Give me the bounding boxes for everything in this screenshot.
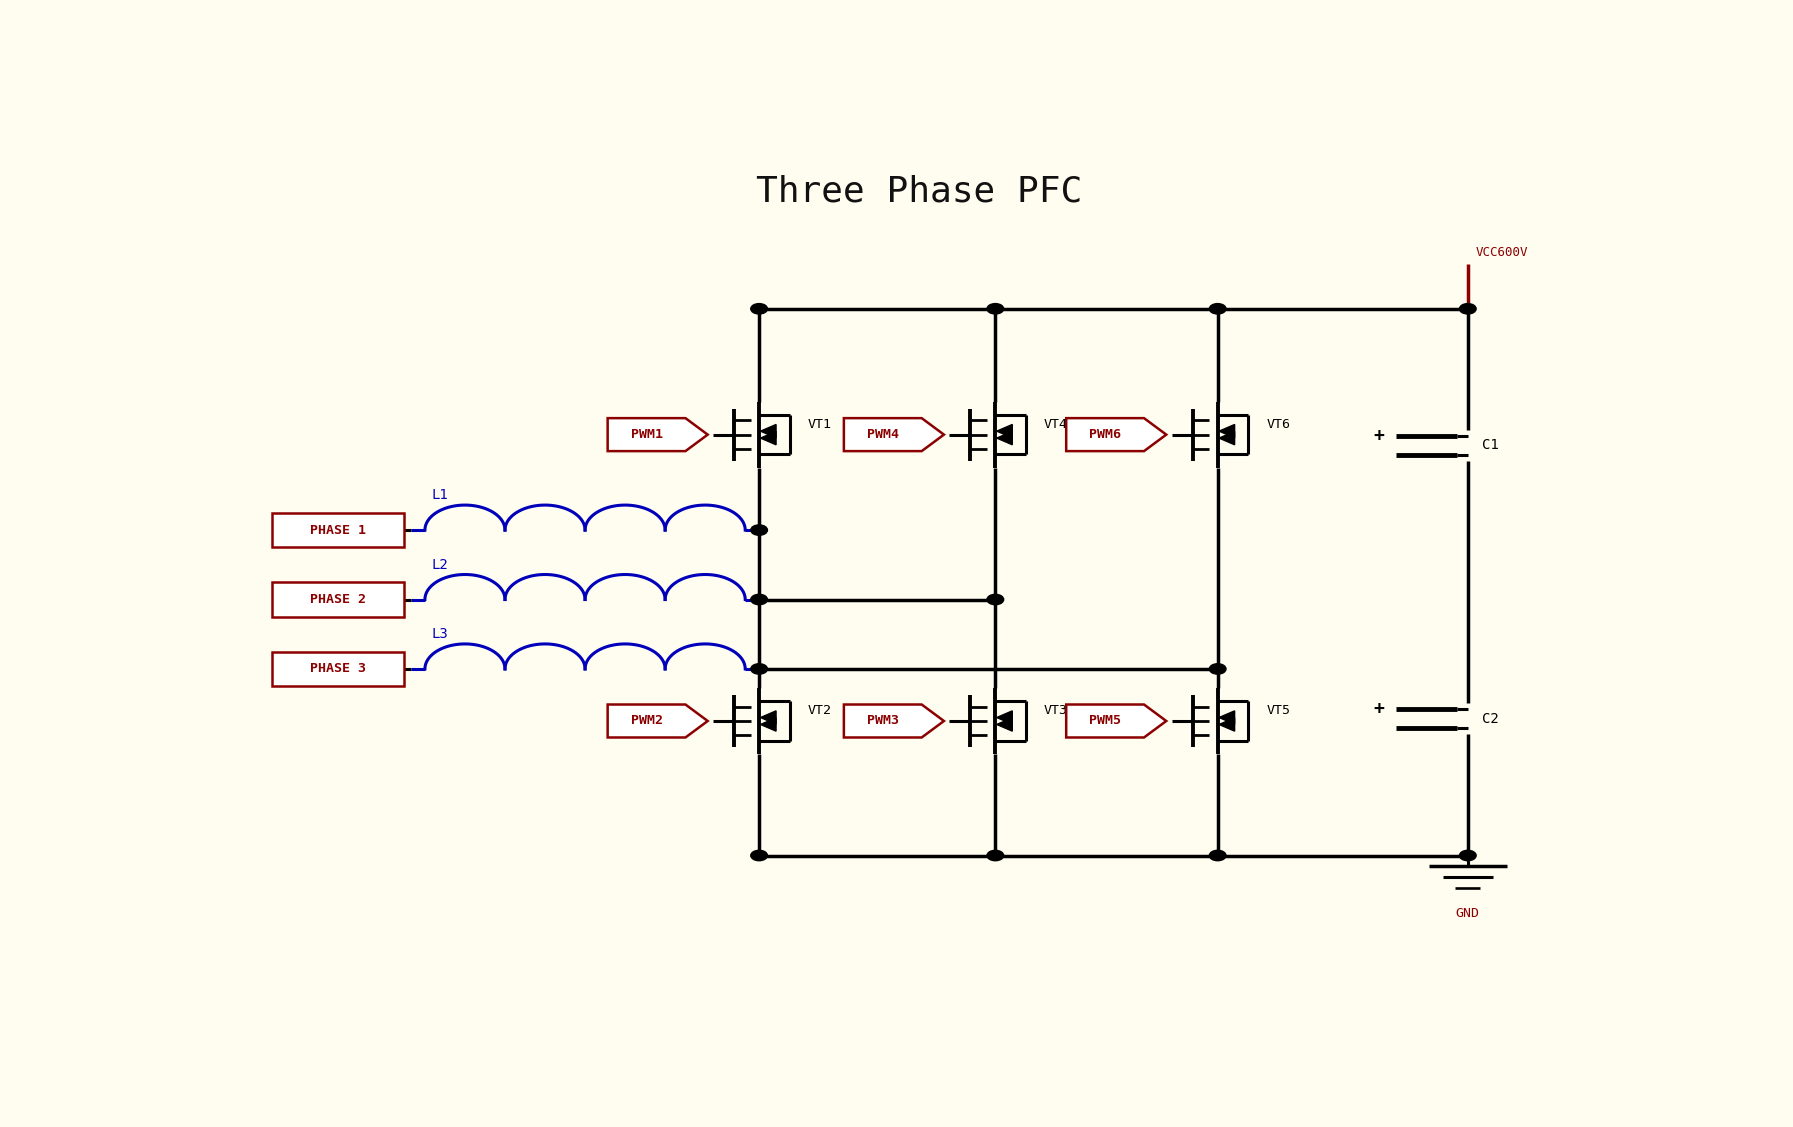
Polygon shape (1219, 711, 1235, 725)
Text: PHASE 2: PHASE 2 (310, 593, 366, 606)
Text: VT3: VT3 (1044, 704, 1069, 717)
Text: L3: L3 (432, 627, 448, 641)
Circle shape (1460, 850, 1476, 861)
Text: C2: C2 (1481, 712, 1499, 726)
Polygon shape (760, 425, 776, 437)
Text: L2: L2 (432, 558, 448, 571)
Polygon shape (760, 718, 776, 731)
Circle shape (1208, 664, 1226, 674)
Text: VT4: VT4 (1044, 418, 1069, 431)
Polygon shape (1219, 432, 1235, 445)
Circle shape (986, 850, 1004, 861)
Text: PHASE 3: PHASE 3 (310, 663, 366, 675)
Polygon shape (845, 704, 943, 737)
Text: PWM2: PWM2 (631, 715, 663, 728)
Text: L1: L1 (432, 488, 448, 503)
Text: VT6: VT6 (1266, 418, 1291, 431)
Circle shape (751, 664, 767, 674)
Polygon shape (1219, 425, 1235, 437)
Polygon shape (997, 425, 1013, 437)
Circle shape (751, 850, 767, 861)
Text: PWM6: PWM6 (1088, 428, 1121, 441)
Polygon shape (1219, 718, 1235, 731)
Text: VCC600V: VCC600V (1476, 247, 1529, 259)
Circle shape (986, 303, 1004, 314)
Text: VT2: VT2 (809, 704, 832, 717)
Text: PWM3: PWM3 (866, 715, 898, 728)
Text: PWM5: PWM5 (1088, 715, 1121, 728)
Text: +: + (1373, 427, 1384, 445)
Polygon shape (1067, 418, 1165, 451)
Text: GND: GND (1456, 907, 1479, 920)
Circle shape (751, 594, 767, 605)
Text: PHASE 1: PHASE 1 (310, 524, 366, 536)
Text: VT1: VT1 (809, 418, 832, 431)
Circle shape (1208, 850, 1226, 861)
Circle shape (751, 525, 767, 535)
Text: C1: C1 (1481, 438, 1499, 452)
Polygon shape (997, 718, 1013, 731)
Text: PWM4: PWM4 (866, 428, 898, 441)
Text: VT5: VT5 (1266, 704, 1291, 717)
Circle shape (1208, 303, 1226, 314)
Polygon shape (608, 704, 708, 737)
FancyBboxPatch shape (273, 583, 403, 616)
FancyBboxPatch shape (273, 513, 403, 548)
Polygon shape (845, 418, 943, 451)
Polygon shape (997, 432, 1013, 445)
Polygon shape (608, 418, 708, 451)
Polygon shape (760, 432, 776, 445)
Circle shape (1460, 303, 1476, 314)
Text: Three Phase PFC: Three Phase PFC (757, 175, 1081, 208)
Polygon shape (997, 711, 1013, 725)
Circle shape (986, 594, 1004, 605)
Text: PWM1: PWM1 (631, 428, 663, 441)
Text: +: + (1373, 700, 1384, 718)
FancyBboxPatch shape (273, 651, 403, 686)
Circle shape (751, 303, 767, 314)
Polygon shape (1067, 704, 1165, 737)
Polygon shape (760, 711, 776, 725)
